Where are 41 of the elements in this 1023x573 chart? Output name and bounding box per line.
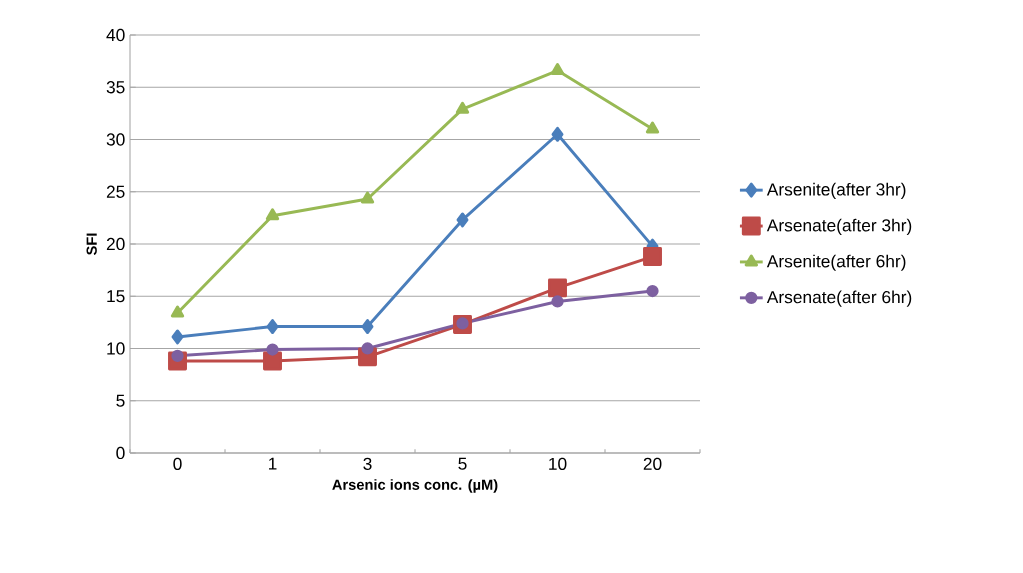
- point: [646, 284, 659, 298]
- x-tick-label: 1: [269, 457, 277, 470]
- y-tick-label: 40: [106, 28, 125, 42]
- legend-label: Arsenite(after 6hr): [766, 254, 906, 271]
- y-axis-title: SFI: [86, 233, 97, 255]
- point: [551, 126, 564, 142]
- y-tick-label: 20: [106, 237, 125, 251]
- point: [360, 191, 375, 204]
- point: [263, 351, 282, 371]
- y-tick-label: 25: [106, 185, 125, 198]
- x-tick-label: 20: [643, 457, 662, 470]
- point: [266, 343, 279, 356]
- point: [170, 305, 185, 318]
- x-tick-label: 5: [458, 457, 467, 470]
- point: [455, 101, 470, 114]
- point: [550, 63, 565, 75]
- point: [548, 278, 567, 298]
- y-tick-label: 10: [107, 342, 125, 355]
- point: [361, 342, 374, 355]
- x-axis-title: Arsenic ions conc. (µM): [332, 479, 498, 493]
- x-tick-label: 3: [363, 457, 372, 470]
- point: [171, 349, 184, 362]
- point: [645, 121, 660, 134]
- point: [551, 295, 564, 308]
- legend-label: Arsenate(after 3hr): [766, 218, 912, 235]
- point: [171, 329, 184, 345]
- x-tick-label: 10: [549, 457, 567, 470]
- point: [265, 208, 280, 221]
- y-tick-label: 15: [107, 290, 125, 303]
- point: [266, 319, 279, 335]
- point: [456, 212, 469, 228]
- legend-label: Arsenite(after 3hr): [766, 182, 906, 200]
- y-tick-label: 0: [116, 446, 125, 460]
- legend-label: Arsenate(after 6hr): [766, 290, 912, 307]
- x-tick-label: 0: [173, 457, 182, 470]
- point: [361, 319, 374, 335]
- point: [456, 317, 469, 330]
- y-tick-label: 30: [106, 133, 125, 146]
- y-tick-label: 5: [116, 394, 125, 407]
- point: [643, 247, 662, 266]
- y-tick-label: 35: [106, 81, 125, 94]
